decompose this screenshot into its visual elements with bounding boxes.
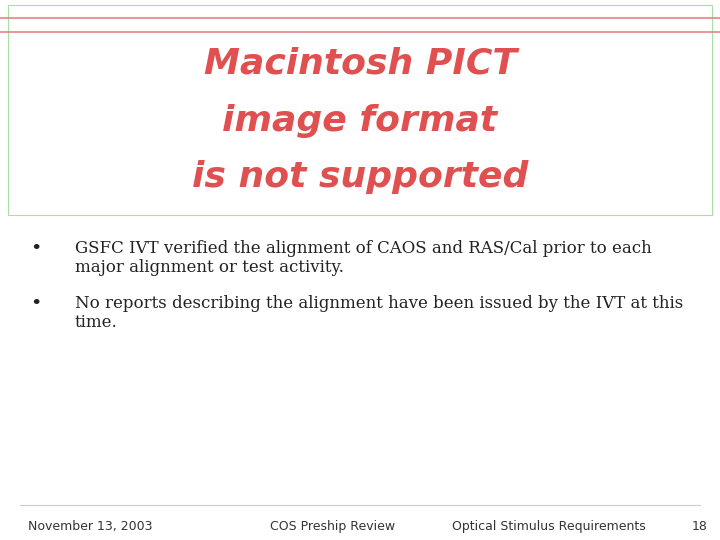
Text: image format: image format: [222, 104, 498, 138]
Text: •: •: [30, 295, 41, 313]
Bar: [8, 5, 712, 215]
Text: Macintosh PICT: Macintosh PICT: [204, 47, 516, 81]
Text: COS Preship Review: COS Preship Review: [270, 520, 395, 533]
Text: No reports describing the alignment have been issued by the IVT at this: No reports describing the alignment have…: [75, 295, 683, 312]
Text: 18: 18: [692, 520, 708, 533]
Text: GSFC IVT verified the alignment of CAOS and RAS/Cal prior to each: GSFC IVT verified the alignment of CAOS …: [75, 240, 652, 257]
Text: major alignment or test activity.: major alignment or test activity.: [75, 259, 344, 276]
Text: November 13, 2003: November 13, 2003: [28, 520, 153, 533]
Text: •: •: [30, 240, 41, 258]
Text: Optical Stimulus Requirements: Optical Stimulus Requirements: [452, 520, 646, 533]
Text: is not supported: is not supported: [192, 160, 528, 194]
Text: time.: time.: [75, 314, 118, 331]
